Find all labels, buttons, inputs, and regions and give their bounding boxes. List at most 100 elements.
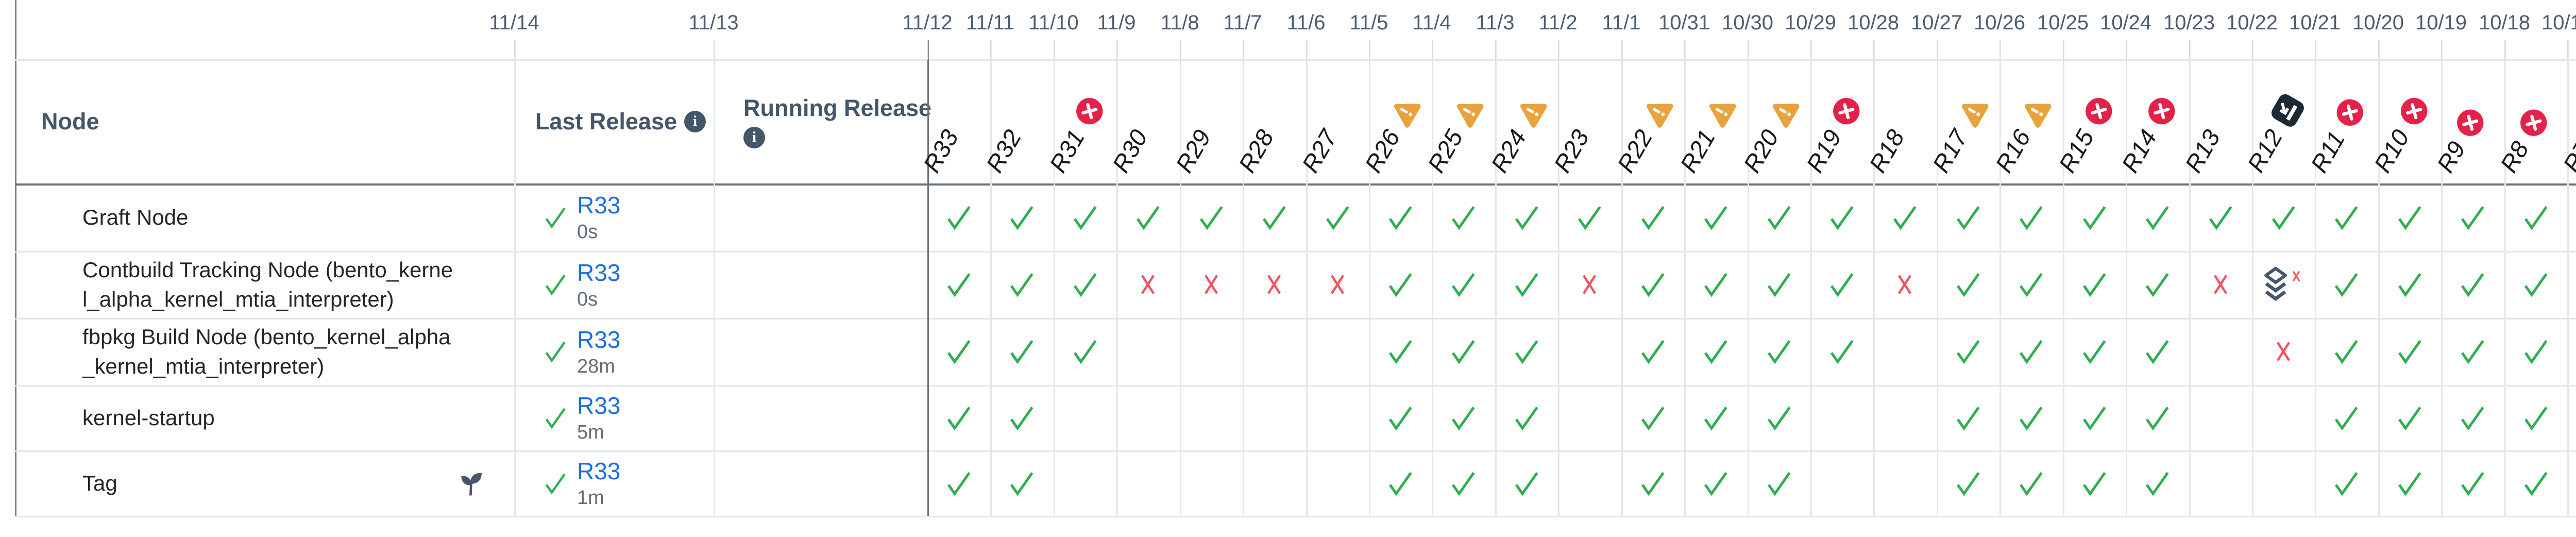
status-cell[interactable] bbox=[1369, 183, 1432, 251]
status-cell[interactable] bbox=[2063, 183, 2126, 251]
release-header-rotated[interactable]: R19 bbox=[1800, 91, 1867, 177]
status-cell[interactable] bbox=[1873, 251, 1936, 318]
status-cell[interactable] bbox=[2315, 450, 2378, 516]
status-cell[interactable] bbox=[1558, 183, 1621, 251]
status-cell[interactable] bbox=[2378, 450, 2441, 516]
status-cell[interactable] bbox=[990, 251, 1053, 318]
status-cell[interactable] bbox=[1243, 251, 1306, 318]
status-cell[interactable] bbox=[2567, 251, 2576, 318]
status-cell[interactable] bbox=[1684, 183, 1747, 251]
release-header-rotated[interactable]: R26 bbox=[1359, 91, 1425, 177]
status-cell[interactable] bbox=[2315, 183, 2378, 251]
release-header-rotated[interactable]: R23 bbox=[1548, 125, 1595, 177]
status-cell[interactable] bbox=[927, 318, 990, 385]
status-cell[interactable] bbox=[1684, 450, 1747, 516]
status-cell[interactable] bbox=[1937, 318, 1999, 385]
status-cell[interactable] bbox=[2126, 251, 2189, 318]
release-header-rotated[interactable]: R27 bbox=[1296, 125, 1343, 177]
status-cell[interactable] bbox=[1748, 318, 1810, 385]
status-cell[interactable] bbox=[2378, 251, 2441, 318]
status-cell[interactable] bbox=[1306, 251, 1369, 318]
status-cell[interactable] bbox=[990, 318, 1053, 385]
status-cell[interactable] bbox=[1748, 183, 1810, 251]
status-cell[interactable] bbox=[1243, 183, 1306, 251]
status-cell[interactable] bbox=[927, 251, 990, 318]
last-release-link[interactable]: R33 bbox=[577, 458, 621, 484]
status-cell[interactable] bbox=[1180, 251, 1243, 318]
release-header-rotated[interactable]: R22 bbox=[1611, 91, 1677, 177]
release-header-rotated[interactable]: R16 bbox=[1989, 91, 2056, 177]
release-header-rotated[interactable]: R12 bbox=[2241, 90, 2308, 177]
status-cell[interactable] bbox=[2315, 318, 2378, 385]
release-header-rotated[interactable]: R28 bbox=[1232, 125, 1279, 177]
release-header-rotated[interactable]: R32 bbox=[980, 125, 1027, 177]
status-cell[interactable] bbox=[1684, 385, 1747, 450]
status-cell[interactable] bbox=[2504, 450, 2567, 516]
status-cell[interactable] bbox=[2126, 183, 2189, 251]
release-header-rotated[interactable]: R29 bbox=[1170, 125, 1216, 177]
status-cell[interactable] bbox=[2063, 385, 2126, 450]
status-cell[interactable] bbox=[1810, 318, 1873, 385]
release-header-rotated[interactable]: R13 bbox=[2179, 125, 2226, 177]
status-cell[interactable] bbox=[1306, 183, 1369, 251]
status-cell[interactable] bbox=[2063, 318, 2126, 385]
release-header-rotated[interactable]: R14 bbox=[2115, 91, 2182, 177]
status-cell[interactable] bbox=[1432, 183, 1495, 251]
status-cell[interactable] bbox=[1621, 385, 1684, 450]
status-cell[interactable] bbox=[2441, 183, 2504, 251]
status-cell[interactable] bbox=[1999, 318, 2062, 385]
status-cell[interactable] bbox=[1054, 318, 1116, 385]
status-cell[interactable] bbox=[1684, 251, 1747, 318]
status-cell[interactable] bbox=[990, 385, 1053, 450]
status-cell[interactable] bbox=[2567, 318, 2576, 385]
status-cell[interactable] bbox=[1621, 450, 1684, 516]
status-cell[interactable] bbox=[1810, 251, 1873, 318]
status-cell[interactable] bbox=[2315, 385, 2378, 450]
status-cell[interactable] bbox=[1054, 183, 1116, 251]
release-header-rotated[interactable]: R15 bbox=[2053, 91, 2119, 177]
status-cell[interactable] bbox=[1495, 450, 1558, 516]
status-cell[interactable] bbox=[2378, 318, 2441, 385]
status-cell[interactable] bbox=[2126, 450, 2189, 516]
status-cell[interactable] bbox=[2063, 251, 2126, 318]
status-cell[interactable] bbox=[1054, 251, 1116, 318]
status-cell[interactable] bbox=[2441, 450, 2504, 516]
status-cell[interactable] bbox=[1999, 251, 2062, 318]
status-cell[interactable] bbox=[2189, 251, 2252, 318]
status-cell[interactable] bbox=[1999, 450, 2062, 516]
status-cell[interactable] bbox=[1621, 251, 1684, 318]
status-cell[interactable] bbox=[2189, 183, 2252, 251]
release-header-rotated[interactable]: R7 bbox=[2557, 103, 2576, 177]
status-cell[interactable] bbox=[1369, 385, 1432, 450]
release-header-rotated[interactable]: R10 bbox=[2368, 91, 2434, 177]
info-icon[interactable]: i bbox=[684, 110, 706, 132]
status-cell[interactable] bbox=[1937, 385, 1999, 450]
status-cell[interactable] bbox=[1937, 183, 1999, 251]
release-header-rotated[interactable]: R8 bbox=[2494, 103, 2554, 177]
status-cell[interactable] bbox=[1748, 450, 1810, 516]
release-header-rotated[interactable]: R9 bbox=[2431, 103, 2490, 177]
status-cell[interactable] bbox=[1369, 318, 1432, 385]
status-cell[interactable] bbox=[1748, 385, 1810, 450]
release-header-rotated[interactable]: R31 bbox=[1043, 91, 1110, 177]
status-cell[interactable] bbox=[1432, 385, 1495, 450]
status-cell[interactable] bbox=[2252, 251, 2315, 318]
status-cell[interactable] bbox=[1495, 318, 1558, 385]
status-cell[interactable] bbox=[2504, 318, 2567, 385]
status-cell[interactable] bbox=[1495, 251, 1558, 318]
status-cell[interactable] bbox=[1937, 450, 1999, 516]
status-cell[interactable] bbox=[1621, 183, 1684, 251]
status-cell[interactable] bbox=[990, 450, 1053, 516]
status-cell[interactable] bbox=[990, 183, 1053, 251]
status-cell[interactable] bbox=[1810, 183, 1873, 251]
status-cell[interactable] bbox=[1937, 251, 1999, 318]
status-cell[interactable] bbox=[2315, 251, 2378, 318]
release-header-rotated[interactable]: R18 bbox=[1863, 125, 1910, 177]
release-header-rotated[interactable]: R25 bbox=[1421, 91, 1488, 177]
status-cell[interactable] bbox=[2504, 385, 2567, 450]
status-cell[interactable] bbox=[1495, 385, 1558, 450]
status-cell[interactable] bbox=[2567, 183, 2576, 251]
last-release-link[interactable]: R33 bbox=[577, 192, 621, 219]
status-cell[interactable] bbox=[2441, 251, 2504, 318]
status-cell[interactable] bbox=[1432, 450, 1495, 516]
